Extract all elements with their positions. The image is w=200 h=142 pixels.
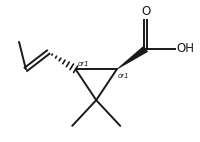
Text: O: O [141, 5, 150, 18]
Polygon shape [116, 46, 147, 70]
Text: OH: OH [175, 42, 193, 55]
Text: or1: or1 [118, 73, 129, 79]
Text: or1: or1 [77, 61, 89, 67]
